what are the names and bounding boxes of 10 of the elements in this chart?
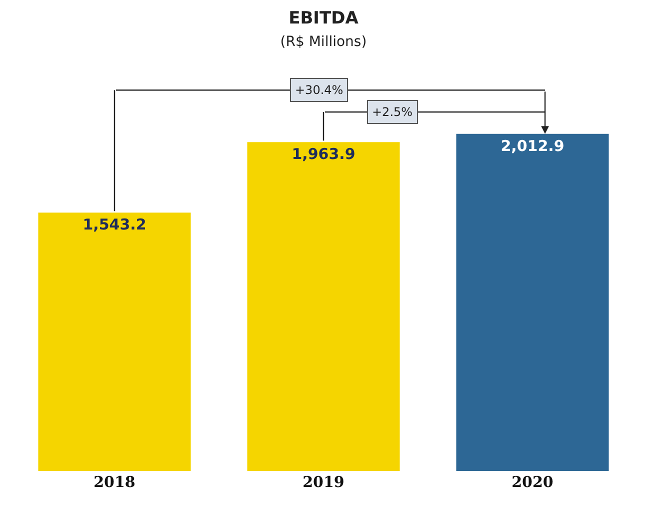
- data-label: 1,963.9: [292, 145, 356, 164]
- chart-subtitle: (R$ Millions): [280, 34, 367, 50]
- data-label: 2,012.9: [500, 136, 564, 155]
- x-tick-label: 2020: [512, 473, 554, 491]
- x-tick-label: 2019: [302, 473, 344, 491]
- text: +2.5%: [372, 105, 413, 119]
- chart-title: EBITDA: [288, 8, 360, 29]
- data-label: 1,543.2: [82, 216, 146, 234]
- x-tick-label: 2018: [94, 473, 136, 491]
- text: +30.4%: [295, 83, 344, 97]
